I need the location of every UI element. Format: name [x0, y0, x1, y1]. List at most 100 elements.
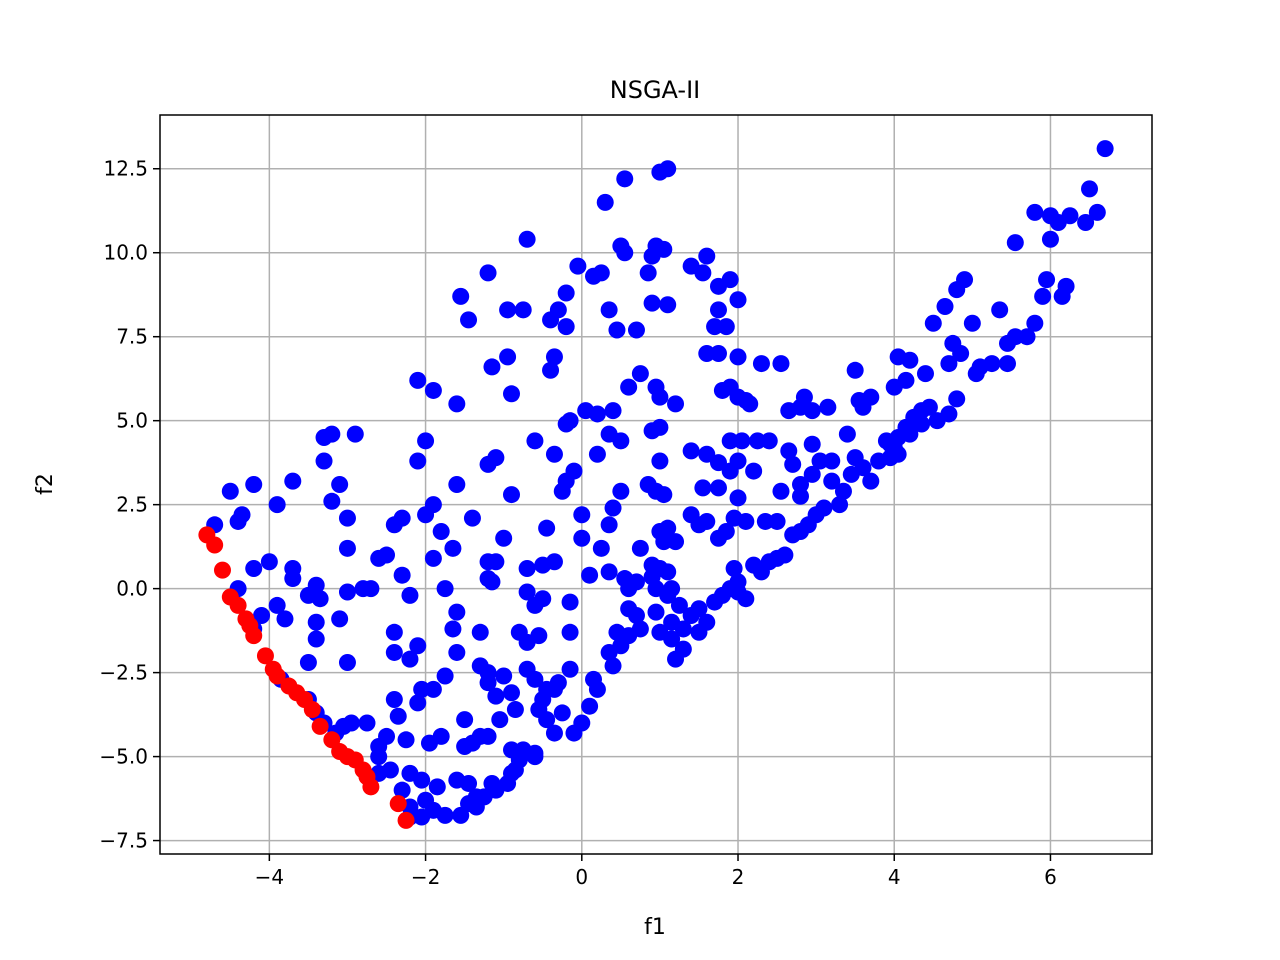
- data-point: [885, 378, 903, 396]
- data-point: [378, 546, 396, 564]
- data-point: [471, 657, 489, 675]
- x-tick-label: −2: [411, 865, 440, 889]
- data-point: [647, 603, 665, 621]
- data-point: [709, 479, 727, 497]
- data-point: [338, 509, 356, 527]
- data-point: [460, 774, 478, 792]
- y-tick-label: −7.5: [99, 829, 148, 853]
- data-point: [612, 482, 630, 500]
- data-point: [831, 496, 849, 514]
- data-point: [573, 529, 591, 547]
- data-point: [803, 465, 821, 483]
- data-point: [682, 442, 700, 460]
- data-point: [749, 432, 767, 450]
- data-point: [600, 516, 618, 534]
- data-point: [709, 301, 727, 319]
- data-point: [518, 559, 536, 577]
- data-point: [659, 586, 677, 604]
- data-point: [1088, 203, 1106, 221]
- data-point: [545, 445, 563, 463]
- data-point: [936, 297, 954, 315]
- data-point: [342, 714, 360, 732]
- data-point: [397, 731, 415, 749]
- data-point: [721, 271, 739, 289]
- data-point: [413, 771, 431, 789]
- data-point: [745, 462, 763, 480]
- data-point: [819, 398, 837, 416]
- data-point: [838, 425, 856, 443]
- data-point: [499, 348, 517, 366]
- axis-ticks: −4 −2 0 2 4 6 −7.5 −5.0 −2.5 0.0 2.5 5.0 7.5 10.0 12.5: [99, 157, 1056, 889]
- data-point: [588, 680, 606, 698]
- data-point: [409, 637, 427, 655]
- data-point: [690, 600, 708, 618]
- data-point: [545, 680, 563, 698]
- data-point: [417, 432, 435, 450]
- data-point: [393, 781, 411, 799]
- data-point: [940, 355, 958, 373]
- data-point: [456, 711, 474, 729]
- data-point: [694, 264, 712, 282]
- data-point: [725, 559, 743, 577]
- data-point: [1026, 203, 1044, 221]
- data-point: [600, 301, 618, 319]
- data-point: [479, 727, 497, 745]
- data-point: [627, 321, 645, 339]
- data-point: [245, 627, 263, 645]
- data-point: [471, 623, 489, 641]
- data-point: [881, 435, 899, 453]
- data-point: [901, 425, 919, 443]
- data-point: [1018, 328, 1036, 346]
- data-point: [698, 512, 716, 530]
- data-point: [940, 405, 958, 423]
- data-point: [670, 596, 688, 614]
- data-point: [592, 539, 610, 557]
- data-point: [311, 717, 329, 735]
- data-point: [741, 395, 759, 413]
- data-point: [573, 714, 591, 732]
- data-point: [253, 607, 271, 625]
- data-point: [1034, 287, 1052, 305]
- y-tick-label: 0.0: [116, 577, 148, 601]
- data-point: [491, 711, 509, 729]
- data-point: [717, 523, 735, 541]
- data-point: [424, 381, 442, 399]
- data-point: [284, 472, 302, 490]
- data-point: [268, 496, 286, 514]
- data-point: [573, 506, 591, 524]
- data-point: [998, 355, 1016, 373]
- data-point: [487, 687, 505, 705]
- x-tick-label: 2: [732, 865, 745, 889]
- data-point: [467, 798, 485, 816]
- y-tick-label: 10.0: [103, 241, 148, 265]
- data-point: [756, 512, 774, 530]
- y-tick-label: 2.5: [116, 493, 148, 517]
- data-point: [698, 613, 716, 631]
- data-point: [631, 539, 649, 557]
- data-point: [256, 647, 274, 665]
- data-point: [600, 563, 618, 581]
- data-point: [346, 425, 364, 443]
- data-point: [385, 643, 403, 661]
- y-tick-label: 7.5: [116, 325, 148, 349]
- data-point: [667, 533, 685, 551]
- data-point: [620, 600, 638, 618]
- data-point: [495, 529, 513, 547]
- data-point: [737, 590, 755, 608]
- plot-frame: [159, 114, 1153, 855]
- data-point: [823, 452, 841, 470]
- data-point: [307, 613, 325, 631]
- data-point: [487, 553, 505, 571]
- data-point: [768, 512, 786, 530]
- data-point: [612, 432, 630, 450]
- data-point: [920, 398, 938, 416]
- data-point: [1041, 230, 1059, 248]
- data-point: [659, 160, 677, 178]
- data-point: [483, 573, 501, 591]
- data-point: [495, 667, 513, 685]
- y-tick-label: −5.0: [99, 745, 148, 769]
- data-point: [674, 640, 692, 658]
- data-point: [1077, 213, 1095, 231]
- data-point: [834, 482, 852, 500]
- data-point: [854, 398, 872, 416]
